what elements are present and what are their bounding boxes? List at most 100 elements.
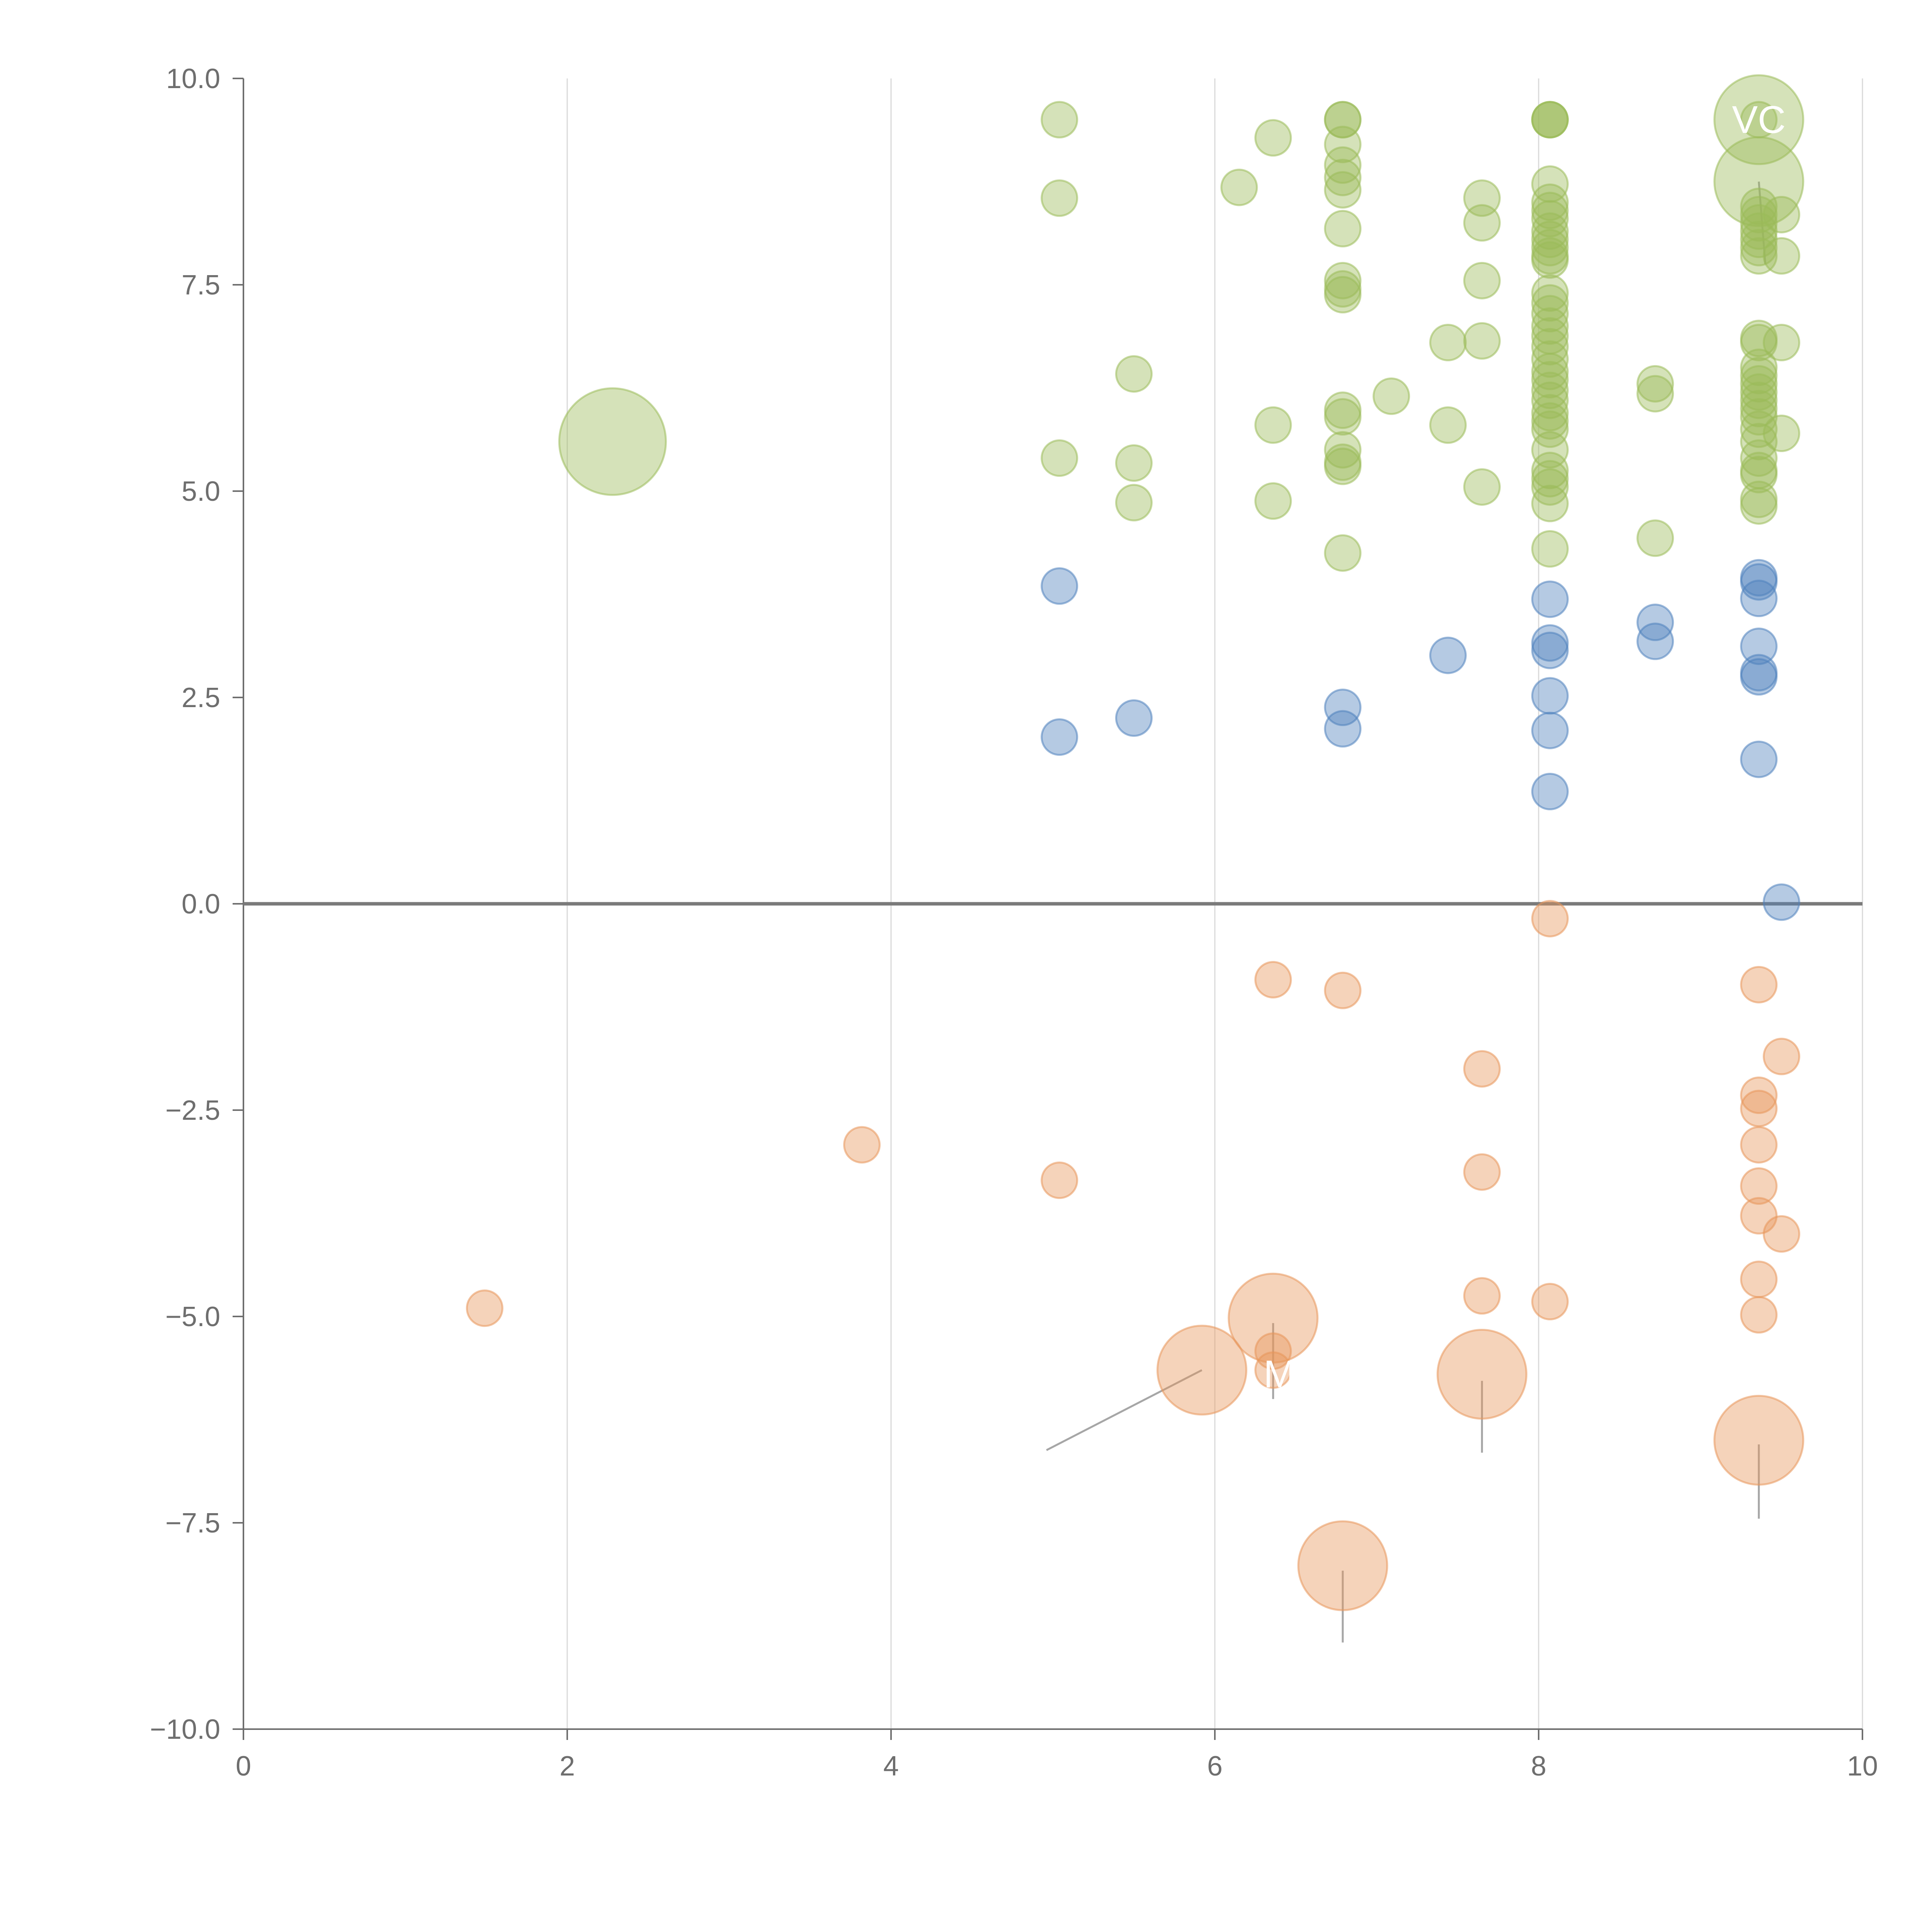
green-point — [1531, 485, 1569, 522]
green-point — [1324, 158, 1362, 196]
orange-point — [1713, 1395, 1804, 1486]
green-point — [1115, 444, 1153, 482]
green-point — [1531, 530, 1569, 568]
green-point — [1531, 361, 1569, 399]
blue-point — [1115, 699, 1153, 737]
green-point — [1324, 210, 1362, 248]
blue-point — [1531, 580, 1569, 618]
y-tick-label: −10.0 — [150, 1714, 220, 1745]
point-label: M — [1264, 1353, 1296, 1396]
x-axis-ticks: 0 2 4 6 8 10 — [236, 1729, 1878, 1782]
green-point — [1763, 414, 1800, 452]
x-tick-label: 2 — [560, 1751, 575, 1782]
blue-point — [1763, 883, 1800, 921]
blue-point — [1041, 567, 1078, 605]
blue-point — [1531, 711, 1569, 749]
point-label: VC — [1732, 98, 1786, 141]
blue-point — [1740, 580, 1778, 617]
green-point — [1713, 74, 1804, 165]
green-point — [1220, 168, 1258, 206]
orange-point — [1463, 1153, 1501, 1191]
green-point — [1531, 410, 1569, 448]
green-point — [1254, 119, 1292, 157]
orange-point — [1763, 1037, 1800, 1075]
green-point — [1740, 439, 1778, 477]
y-tick-label: −2.5 — [165, 1095, 220, 1126]
orange-point — [1740, 1296, 1778, 1334]
blue-point — [1740, 740, 1778, 778]
green-point — [1740, 389, 1778, 427]
orange-point — [1156, 1325, 1247, 1416]
green-point — [1636, 375, 1674, 413]
green-point — [1463, 262, 1501, 299]
orange-point — [1740, 1090, 1778, 1128]
green-point — [1324, 398, 1362, 436]
orange-point — [1228, 1272, 1319, 1364]
green-point — [1463, 468, 1501, 506]
blue-point — [1429, 636, 1467, 674]
blue-point — [1041, 718, 1078, 756]
green-point — [1531, 402, 1569, 440]
orange-point — [1740, 1167, 1778, 1205]
green-point — [1740, 237, 1778, 275]
green-point — [1531, 241, 1569, 279]
green-point — [1763, 324, 1800, 362]
orange-point — [1463, 1050, 1501, 1088]
blue-point — [1740, 628, 1778, 665]
green-point — [1531, 381, 1569, 419]
green-point — [1763, 237, 1800, 275]
green-point — [1763, 196, 1800, 233]
green-point — [1740, 487, 1778, 525]
orange-point — [1740, 966, 1778, 1003]
orange-point — [1740, 1077, 1778, 1114]
green-point — [1740, 229, 1778, 267]
orange-point — [466, 1289, 503, 1327]
green-point — [1041, 179, 1078, 217]
y-axis-ticks: 10.0 7.5 5.0 2.5 0.0 −2.5 −5.0 −7.5 −10.0 — [150, 63, 243, 1745]
orange-point — [1740, 1197, 1778, 1235]
green-point — [1740, 381, 1778, 419]
green-point — [1713, 136, 1804, 227]
orange-point — [1531, 900, 1569, 937]
green-point — [1463, 322, 1501, 360]
green-point — [1636, 519, 1674, 557]
green-point — [1115, 484, 1153, 522]
green-point — [1324, 447, 1362, 485]
green-point — [1324, 534, 1362, 572]
orange-point — [1740, 1126, 1778, 1164]
green-point — [1531, 101, 1569, 139]
point-label: R — [1745, 276, 1773, 319]
blue-point — [1740, 658, 1778, 696]
green-point — [558, 387, 667, 496]
orange-point — [1254, 961, 1292, 999]
orange-point — [1254, 1351, 1292, 1389]
green-point — [1115, 355, 1153, 393]
x-tick-label: 8 — [1531, 1751, 1546, 1782]
blue-point — [1324, 710, 1362, 748]
green-point — [1531, 431, 1569, 469]
orange-point — [843, 1126, 881, 1164]
blue-point — [1740, 563, 1778, 601]
y-tick-label: 10.0 — [166, 63, 220, 94]
x-tick-label: 0 — [236, 1751, 251, 1782]
green-point — [1531, 183, 1569, 221]
y-tick-label: −7.5 — [165, 1508, 220, 1539]
y-tick-label: 5.0 — [182, 476, 220, 507]
green-point — [1531, 452, 1569, 490]
green-point — [1636, 365, 1674, 403]
green-point — [1531, 192, 1569, 230]
green-point — [1429, 406, 1467, 444]
green-point — [1463, 204, 1501, 242]
point-labels: VC R M — [1264, 98, 1786, 1396]
blue-point — [1531, 631, 1569, 669]
green-point — [1531, 284, 1569, 322]
data-points — [466, 74, 1804, 1611]
orange-point — [1324, 971, 1362, 1009]
green-point — [1041, 101, 1078, 139]
green-point — [1429, 324, 1467, 362]
green-point — [1531, 221, 1569, 259]
green-point — [1531, 307, 1569, 345]
green-point — [1324, 431, 1362, 469]
green-point — [1254, 406, 1292, 444]
